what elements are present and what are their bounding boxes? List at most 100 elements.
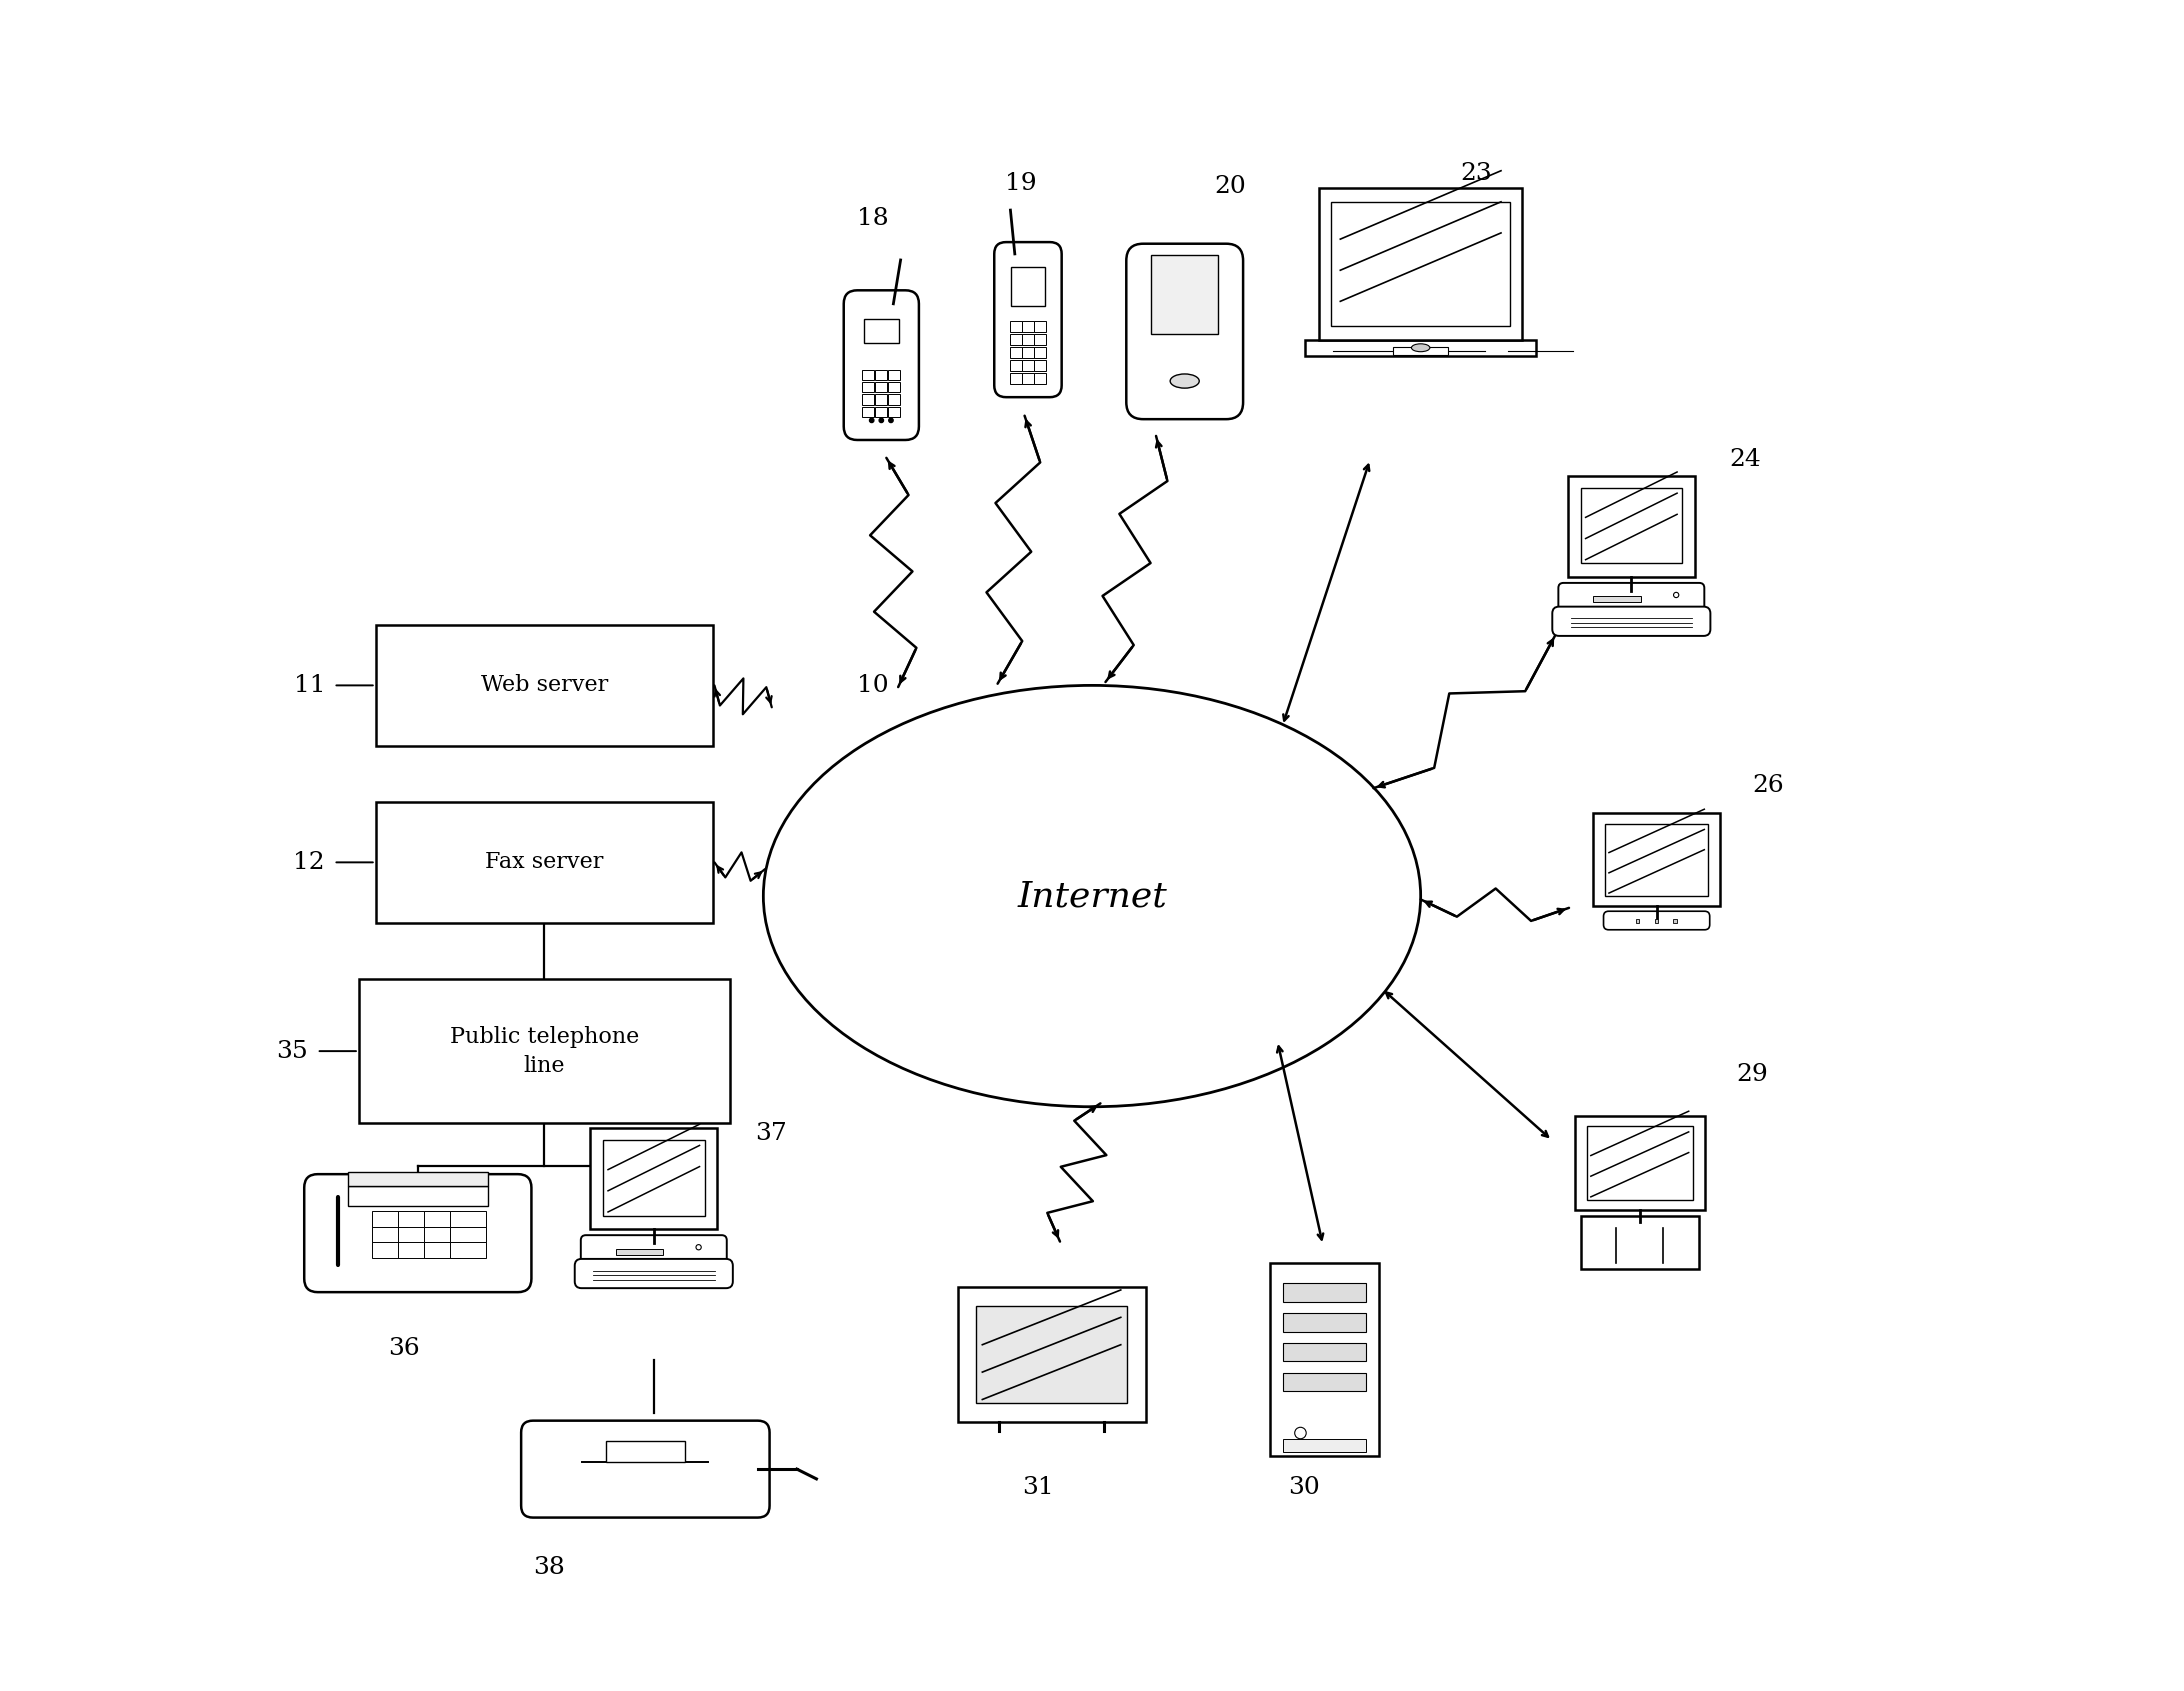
Text: 30: 30 (1289, 1476, 1321, 1500)
FancyBboxPatch shape (397, 1211, 432, 1226)
Text: Fax server: Fax server (485, 851, 603, 873)
FancyBboxPatch shape (1022, 335, 1033, 345)
Bar (1673, 918, 1677, 923)
FancyBboxPatch shape (865, 318, 898, 343)
FancyBboxPatch shape (581, 1234, 727, 1263)
FancyBboxPatch shape (1022, 374, 1033, 384)
FancyBboxPatch shape (1282, 1283, 1367, 1302)
FancyBboxPatch shape (1605, 824, 1708, 896)
FancyBboxPatch shape (450, 1241, 485, 1258)
FancyBboxPatch shape (1282, 1439, 1367, 1453)
FancyBboxPatch shape (603, 1140, 705, 1216)
FancyBboxPatch shape (843, 291, 919, 440)
Text: 35: 35 (277, 1040, 308, 1062)
FancyBboxPatch shape (1269, 1263, 1380, 1456)
FancyBboxPatch shape (304, 1174, 531, 1292)
FancyBboxPatch shape (1035, 374, 1046, 384)
FancyBboxPatch shape (1594, 597, 1640, 602)
FancyBboxPatch shape (1319, 188, 1522, 340)
FancyBboxPatch shape (876, 382, 887, 392)
Text: 10: 10 (856, 675, 889, 697)
FancyBboxPatch shape (1306, 340, 1535, 355)
FancyBboxPatch shape (994, 242, 1061, 397)
FancyBboxPatch shape (1553, 607, 1710, 636)
FancyBboxPatch shape (1009, 360, 1022, 370)
FancyBboxPatch shape (522, 1420, 769, 1517)
FancyBboxPatch shape (1332, 201, 1509, 326)
Circle shape (889, 418, 893, 423)
Circle shape (869, 418, 874, 423)
FancyBboxPatch shape (371, 1211, 408, 1226)
FancyBboxPatch shape (1151, 255, 1219, 335)
FancyBboxPatch shape (450, 1226, 485, 1243)
Circle shape (1295, 1427, 1306, 1439)
FancyBboxPatch shape (1035, 347, 1046, 358)
FancyBboxPatch shape (424, 1241, 459, 1258)
FancyBboxPatch shape (347, 1172, 487, 1185)
FancyBboxPatch shape (1568, 475, 1695, 577)
FancyBboxPatch shape (876, 394, 887, 404)
FancyBboxPatch shape (1022, 360, 1033, 370)
FancyBboxPatch shape (1559, 583, 1704, 610)
Circle shape (1673, 592, 1679, 597)
Text: 23: 23 (1461, 162, 1492, 184)
FancyBboxPatch shape (889, 370, 900, 380)
FancyBboxPatch shape (376, 624, 712, 746)
FancyBboxPatch shape (1282, 1314, 1367, 1331)
FancyBboxPatch shape (1022, 321, 1033, 331)
FancyBboxPatch shape (376, 802, 712, 923)
FancyBboxPatch shape (358, 979, 729, 1123)
FancyBboxPatch shape (1009, 321, 1022, 331)
Text: 29: 29 (1736, 1064, 1767, 1086)
Text: 19: 19 (1005, 172, 1037, 194)
FancyBboxPatch shape (976, 1305, 1127, 1404)
FancyBboxPatch shape (1603, 911, 1710, 930)
Ellipse shape (1171, 374, 1199, 389)
Text: 37: 37 (756, 1123, 786, 1145)
FancyBboxPatch shape (1594, 813, 1719, 906)
FancyBboxPatch shape (1035, 335, 1046, 345)
FancyBboxPatch shape (1393, 347, 1448, 355)
Text: 38: 38 (533, 1556, 566, 1579)
Text: Public telephone
line: Public telephone line (450, 1026, 640, 1077)
FancyBboxPatch shape (1581, 489, 1682, 563)
FancyBboxPatch shape (1035, 321, 1046, 331)
FancyBboxPatch shape (889, 408, 900, 418)
FancyBboxPatch shape (1022, 347, 1033, 358)
FancyBboxPatch shape (889, 382, 900, 392)
FancyBboxPatch shape (1581, 1216, 1699, 1268)
FancyBboxPatch shape (863, 408, 874, 418)
Text: 24: 24 (1730, 448, 1760, 472)
FancyBboxPatch shape (1282, 1373, 1367, 1392)
FancyBboxPatch shape (1127, 244, 1243, 419)
Text: 11: 11 (293, 675, 325, 697)
Circle shape (880, 418, 885, 423)
Text: Internet: Internet (1018, 879, 1166, 913)
FancyBboxPatch shape (605, 1441, 686, 1461)
Text: 18: 18 (856, 208, 889, 230)
FancyBboxPatch shape (424, 1211, 459, 1226)
FancyBboxPatch shape (889, 394, 900, 404)
FancyBboxPatch shape (371, 1226, 408, 1243)
FancyBboxPatch shape (397, 1226, 432, 1243)
FancyBboxPatch shape (1575, 1116, 1706, 1211)
FancyBboxPatch shape (1009, 347, 1022, 358)
FancyBboxPatch shape (876, 370, 887, 380)
FancyBboxPatch shape (863, 394, 874, 404)
FancyBboxPatch shape (371, 1241, 408, 1258)
Text: 36: 36 (389, 1336, 419, 1360)
Bar (1636, 918, 1640, 923)
FancyBboxPatch shape (1011, 267, 1044, 306)
FancyBboxPatch shape (876, 408, 887, 418)
FancyBboxPatch shape (957, 1287, 1147, 1422)
FancyBboxPatch shape (1009, 374, 1022, 384)
Ellipse shape (764, 685, 1420, 1106)
FancyBboxPatch shape (424, 1226, 459, 1243)
Text: 26: 26 (1754, 773, 1784, 796)
Text: 12: 12 (293, 851, 325, 874)
Text: 31: 31 (1022, 1476, 1055, 1500)
Circle shape (697, 1245, 701, 1250)
FancyBboxPatch shape (1035, 360, 1046, 370)
FancyBboxPatch shape (397, 1241, 432, 1258)
FancyBboxPatch shape (574, 1258, 734, 1289)
